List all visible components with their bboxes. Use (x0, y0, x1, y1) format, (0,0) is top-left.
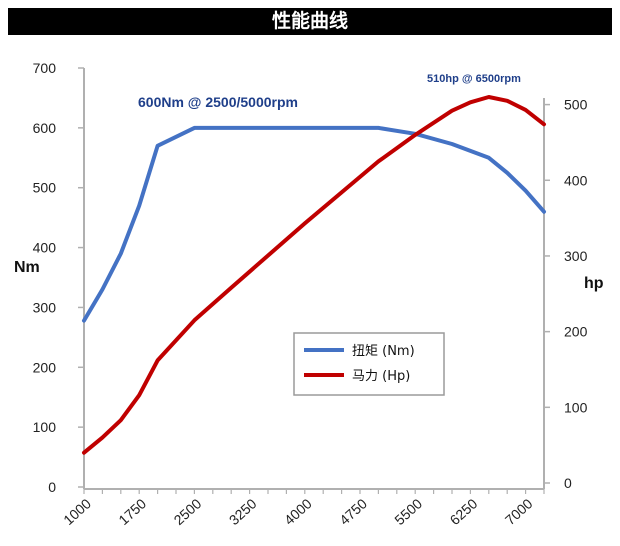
legend-box (293, 332, 445, 396)
y-axis-left-title: Nm (14, 259, 40, 276)
x-tick-label: 7000 (502, 495, 536, 528)
x-tick-label: 1000 (60, 495, 94, 528)
y-left-tick-label: 300 (33, 299, 57, 315)
x-tick-label: 3250 (226, 495, 260, 528)
power-series-line (82, 95, 546, 455)
y-right-tick-label: 500 (564, 97, 588, 113)
torque-series-line (82, 125, 546, 323)
x-tick-label: 5500 (391, 495, 425, 528)
y-axis-right-title: hp (584, 275, 604, 292)
y-right-tick-label: 300 (564, 248, 588, 264)
legend-label-power: 马力 (Hp) (352, 369, 410, 384)
y-right-tick-label: 0 (564, 475, 572, 491)
power-peak-annotation: 510hp @ 6500rpm (427, 73, 521, 85)
y-right-tick-label: 400 (564, 172, 588, 188)
y-right-tick-label: 100 (564, 399, 588, 415)
y-left-tick-label: 600 (33, 120, 57, 136)
y-left-tick-label: 100 (33, 419, 57, 435)
x-tick-label: 1750 (115, 495, 149, 528)
x-tick-label: 4000 (281, 495, 315, 528)
y-left-tick-label: 0 (48, 479, 56, 495)
x-tick-label: 2500 (171, 495, 205, 528)
y-left-tick-label: 700 (33, 60, 57, 76)
y-left-tick-label: 500 (33, 180, 57, 196)
y-left-tick-label: 400 (33, 240, 57, 256)
x-tick-label: 6250 (447, 495, 481, 528)
y-right-tick-label: 200 (564, 324, 588, 340)
y-left-tick-label: 200 (33, 359, 57, 375)
torque-peak-annotation: 600Nm @ 2500/5000rpm (138, 94, 298, 110)
x-tick-label: 4750 (336, 495, 370, 528)
chart-title: 性能曲线 (8, 8, 612, 35)
legend-label-torque: 扭矩 (Nm) (352, 344, 415, 359)
